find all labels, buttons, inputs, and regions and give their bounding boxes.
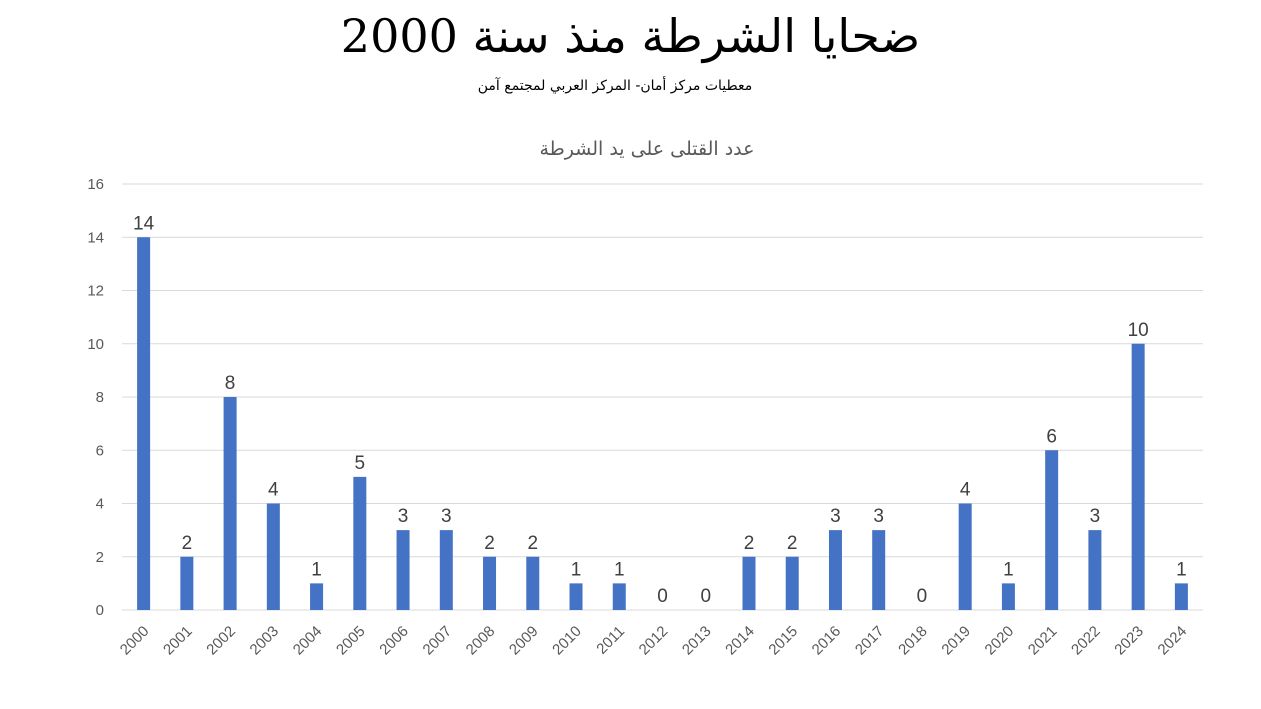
data-label: 10 — [1128, 320, 1149, 341]
data-label: 8 — [225, 373, 236, 394]
bar — [1131, 343, 1145, 610]
bar — [958, 503, 972, 610]
bar — [1088, 530, 1102, 610]
x-tick-label: 2011 — [593, 623, 628, 658]
data-label: 5 — [355, 453, 366, 474]
page-subtitle: معطيات مركز أمان- المركز العربي لمجتمع آ… — [477, 78, 753, 94]
bar — [1045, 450, 1059, 610]
data-label: 1 — [1176, 559, 1187, 580]
y-tick-label: 4 — [96, 496, 104, 513]
bar — [526, 556, 540, 610]
grid-lines — [122, 183, 1203, 611]
bar — [785, 556, 799, 610]
bar — [310, 583, 324, 610]
chart-title: عدد القتلى على يد الشرطة — [539, 138, 754, 160]
x-tick-label: 2009 — [506, 623, 542, 659]
x-tick-label: 2015 — [765, 623, 801, 659]
bars — [137, 237, 1188, 610]
data-label: 6 — [1046, 426, 1057, 447]
data-label: 1 — [1003, 559, 1014, 580]
bar — [396, 530, 410, 610]
data-label: 3 — [1090, 506, 1101, 527]
y-tick-label: 14 — [87, 229, 104, 246]
x-tick-label: 2003 — [247, 623, 283, 659]
x-tick-label: 2002 — [203, 623, 239, 659]
bar — [742, 556, 756, 610]
x-tick-label: 2019 — [938, 623, 974, 659]
x-tick-label: 2004 — [290, 623, 326, 659]
data-label: 0 — [917, 586, 928, 607]
x-tick-label: 2021 — [1025, 623, 1061, 659]
x-tick-label: 2008 — [463, 623, 499, 659]
x-tick-label: 2013 — [679, 623, 715, 659]
y-axis-ticks: 0 2 4 6 8 10 12 14 16 — [87, 176, 104, 619]
bar — [1174, 583, 1188, 610]
data-label: 14 — [133, 213, 155, 234]
page-title: ضحايا الشرطة منذ سنة 2000 — [340, 9, 921, 63]
x-tick-label: 2020 — [982, 623, 1018, 659]
bar — [483, 556, 497, 610]
data-label: 2 — [182, 533, 193, 554]
x-tick-label: 2006 — [376, 623, 412, 659]
bar — [872, 530, 886, 610]
x-tick-label: 2005 — [333, 623, 369, 659]
data-label: 3 — [830, 506, 841, 527]
y-tick-label: 16 — [87, 176, 104, 193]
chart-title-group: عدد القتلى على يد الشرطة — [539, 138, 754, 160]
x-tick-label: 2016 — [809, 623, 845, 659]
x-tick-label: 2012 — [636, 623, 672, 659]
x-tick-label: 2000 — [117, 623, 153, 659]
y-tick-label: 2 — [96, 549, 104, 566]
data-label: 1 — [614, 559, 625, 580]
data-label: 3 — [441, 506, 452, 527]
bar — [439, 530, 453, 610]
bar — [137, 237, 151, 610]
data-label: 2 — [744, 533, 755, 554]
x-tick-label: 2017 — [852, 623, 888, 659]
y-tick-label: 10 — [87, 336, 104, 353]
x-tick-label: 2007 — [420, 623, 456, 659]
data-label: 3 — [873, 506, 884, 527]
x-tick-label: 2001 — [160, 623, 196, 659]
data-label: 0 — [657, 586, 668, 607]
bar — [353, 476, 367, 610]
data-label: 1 — [311, 559, 322, 580]
y-tick-label: 8 — [96, 389, 104, 406]
bar — [828, 530, 842, 610]
data-label: 4 — [268, 480, 279, 501]
bar — [180, 556, 194, 610]
x-tick-label: 2023 — [1111, 623, 1147, 659]
bar — [266, 503, 280, 610]
y-tick-label: 12 — [87, 283, 104, 300]
x-tick-label: 2024 — [1155, 623, 1191, 659]
data-label: 1 — [571, 559, 582, 580]
data-label: 4 — [960, 480, 971, 501]
x-tick-label: 2022 — [1068, 623, 1104, 659]
y-tick-label: 6 — [96, 442, 104, 459]
data-label: 2 — [527, 533, 538, 554]
bar — [1001, 583, 1015, 610]
x-tick-label: 2010 — [549, 623, 585, 659]
x-tick-label: 2018 — [895, 623, 931, 659]
x-tick-label: 2014 — [722, 623, 758, 659]
y-tick-label: 0 — [96, 602, 104, 619]
data-label: 3 — [398, 506, 409, 527]
bar — [612, 583, 626, 610]
data-label: 0 — [700, 586, 711, 607]
bar — [223, 397, 237, 610]
data-label: 2 — [787, 533, 798, 554]
data-label: 2 — [484, 533, 495, 554]
x-axis-ticks: 2000 2001 2002 2003 2004 2005 2006 2007 2008 2009… — [117, 623, 1190, 659]
bar — [569, 583, 583, 610]
